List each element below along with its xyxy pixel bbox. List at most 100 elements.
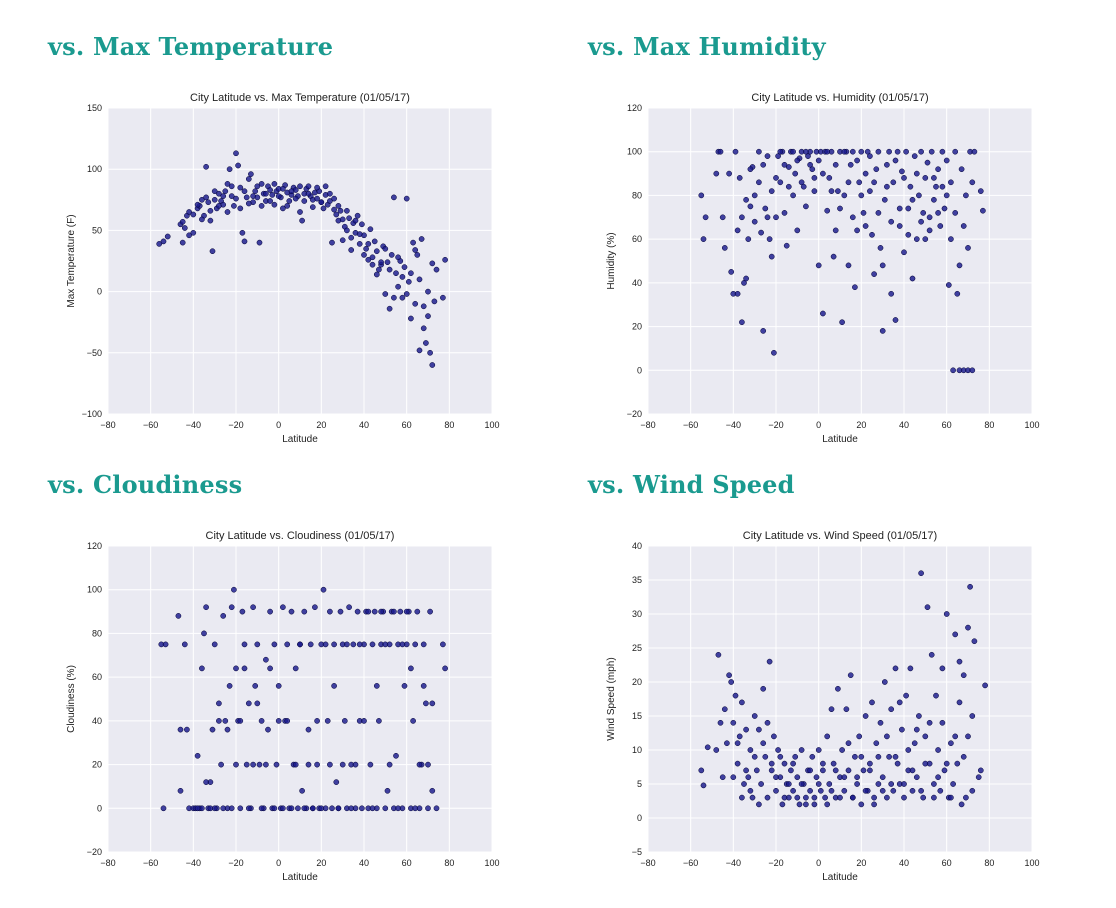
- data-point: [181, 641, 188, 648]
- data-point: [194, 201, 201, 208]
- data-point: [301, 805, 308, 812]
- data-point: [228, 183, 235, 190]
- x-tick-label: 100: [484, 858, 499, 868]
- x-tick-label: −80: [640, 858, 655, 868]
- data-point: [905, 747, 912, 753]
- data-point: [894, 148, 901, 155]
- data-point: [408, 315, 414, 322]
- data-point: [698, 767, 705, 774]
- data-point: [803, 801, 809, 808]
- data-point: [965, 624, 971, 631]
- data-point: [698, 192, 705, 199]
- data-point: [403, 608, 410, 615]
- data-point: [320, 586, 327, 593]
- data-point: [373, 271, 380, 278]
- data-point: [226, 683, 233, 689]
- y-tick-label: 100: [627, 147, 642, 157]
- data-point: [913, 170, 920, 177]
- data-point: [211, 188, 218, 195]
- data-point: [803, 203, 809, 210]
- data-point: [420, 683, 427, 689]
- data-point: [369, 641, 376, 648]
- y-tick-label: 30: [632, 609, 642, 619]
- data-point: [815, 157, 822, 164]
- data-point: [416, 761, 423, 768]
- data-point: [237, 205, 244, 212]
- data-point: [867, 153, 873, 159]
- data-point: [952, 210, 959, 216]
- y-tick-label: 10: [632, 745, 642, 755]
- data-point: [854, 157, 860, 164]
- data-point: [245, 700, 252, 707]
- data-point: [440, 641, 446, 648]
- data-point: [941, 767, 948, 774]
- data-point: [884, 183, 890, 190]
- data-point: [977, 767, 984, 774]
- data-point: [896, 699, 903, 706]
- data-point: [425, 761, 431, 768]
- data-point: [794, 794, 801, 801]
- data-point: [724, 740, 730, 747]
- data-point: [943, 760, 950, 767]
- data-point: [854, 781, 860, 787]
- data-point: [792, 170, 799, 177]
- data-point: [873, 166, 880, 173]
- data-point: [241, 188, 248, 195]
- data-point: [335, 203, 342, 209]
- data-point: [361, 252, 367, 258]
- data-point: [420, 325, 427, 332]
- chart-cloudiness-svg: −80 −60 −40 −20 0 20 40 60 80 100 −20 0 20 40 60 80 100 1…: [66, 530, 500, 883]
- data-point: [871, 794, 877, 801]
- data-point: [918, 787, 924, 794]
- x-tick-label: −60: [143, 858, 158, 868]
- data-point: [756, 726, 762, 733]
- y-tick-label: −5: [632, 847, 642, 857]
- data-point: [258, 718, 265, 724]
- data-point: [899, 168, 905, 175]
- data-point: [858, 148, 865, 155]
- data-point: [760, 328, 767, 334]
- data-point: [403, 195, 410, 202]
- data-point: [273, 761, 280, 768]
- data-point: [803, 794, 809, 801]
- data-point: [386, 761, 393, 768]
- data-point: [815, 262, 822, 269]
- x-tick-label: 60: [942, 858, 952, 868]
- data-point: [884, 161, 890, 168]
- x-tick-label: 100: [1024, 420, 1039, 430]
- data-point: [858, 192, 865, 199]
- data-point: [395, 283, 401, 290]
- data-point: [231, 586, 237, 593]
- data-point: [728, 269, 735, 275]
- data-point: [924, 604, 931, 611]
- data-point: [909, 767, 916, 774]
- data-point: [331, 641, 337, 648]
- data-point: [890, 787, 897, 794]
- y-tick-label: 150: [87, 103, 102, 113]
- data-point: [937, 787, 944, 794]
- data-point: [207, 217, 214, 224]
- data-point: [835, 188, 841, 194]
- data-point: [335, 805, 342, 812]
- data-point: [756, 148, 762, 155]
- data-point: [862, 713, 869, 719]
- data-point: [254, 641, 261, 648]
- data-point: [766, 236, 773, 242]
- data-point: [416, 347, 423, 354]
- data-point: [948, 236, 954, 242]
- data-point: [391, 608, 397, 615]
- x-tick-label: −60: [683, 858, 698, 868]
- data-point: [794, 227, 801, 234]
- y-tick-label: 60: [92, 672, 102, 682]
- y-tick-label: 20: [632, 322, 642, 332]
- data-point: [299, 217, 305, 224]
- x-tick-label: −60: [683, 420, 698, 430]
- heading-cloudiness: vs. Cloudiness: [48, 470, 243, 499]
- data-point: [790, 760, 796, 767]
- data-point: [875, 781, 882, 787]
- data-point: [913, 236, 920, 242]
- data-point: [721, 245, 728, 251]
- data-point: [309, 204, 316, 210]
- data-point: [785, 781, 792, 787]
- data-point: [344, 207, 350, 214]
